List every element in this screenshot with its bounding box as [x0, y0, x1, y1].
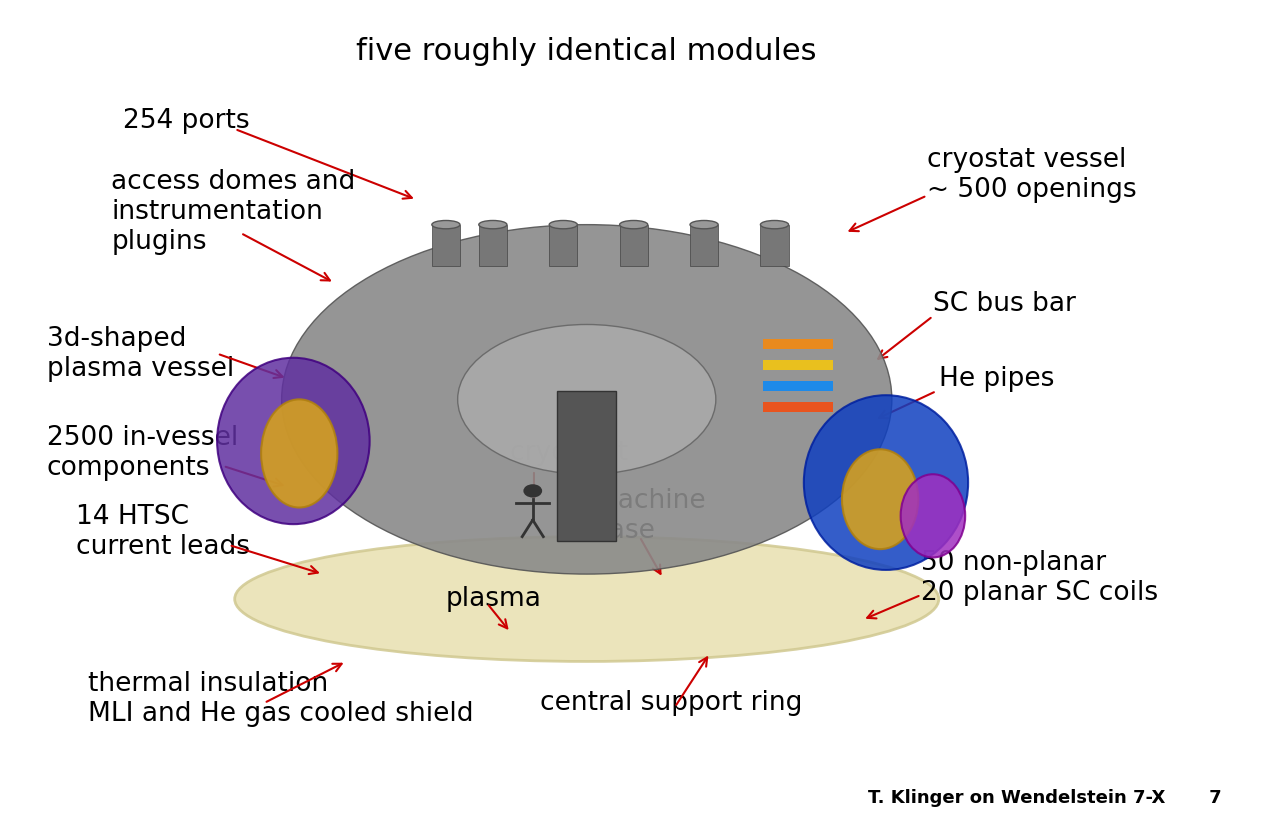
Ellipse shape: [841, 449, 918, 549]
Text: 254 ports: 254 ports: [123, 107, 250, 134]
Bar: [432, 225, 460, 266]
Ellipse shape: [432, 220, 460, 229]
Ellipse shape: [803, 395, 969, 570]
Text: 3d-shaped
plasma vessel: 3d-shaped plasma vessel: [47, 325, 234, 382]
Ellipse shape: [261, 399, 337, 508]
Bar: [760, 225, 788, 266]
Bar: [763, 339, 834, 349]
Text: SC bus bar: SC bus bar: [933, 290, 1075, 317]
Ellipse shape: [235, 537, 939, 661]
Text: access domes and
instrumentation
plugins: access domes and instrumentation plugins: [112, 169, 356, 255]
Text: He pipes: He pipes: [939, 365, 1054, 392]
Ellipse shape: [217, 358, 370, 524]
Ellipse shape: [619, 220, 648, 229]
Ellipse shape: [458, 324, 716, 474]
Bar: [549, 225, 577, 266]
Bar: [479, 225, 507, 266]
Ellipse shape: [549, 220, 577, 229]
Text: cryostat vessel
~ 500 openings: cryostat vessel ~ 500 openings: [927, 146, 1136, 203]
Text: cryo feet: cryo feet: [511, 440, 628, 467]
Text: central support ring: central support ring: [540, 690, 802, 716]
Bar: [619, 225, 648, 266]
Bar: [763, 381, 834, 391]
Text: machine
base: machine base: [592, 488, 707, 544]
Ellipse shape: [479, 220, 507, 229]
Text: plasma: plasma: [446, 586, 541, 612]
Ellipse shape: [901, 474, 965, 557]
Bar: [558, 391, 616, 541]
Text: 2500 in-vessel
components: 2500 in-vessel components: [47, 425, 238, 482]
Ellipse shape: [690, 220, 718, 229]
Circle shape: [524, 484, 543, 498]
Text: 50 non-planar
20 planar SC coils: 50 non-planar 20 planar SC coils: [921, 550, 1158, 607]
Ellipse shape: [760, 220, 788, 229]
Bar: [690, 225, 718, 266]
Text: thermal insulation
MLI and He gas cooled shield: thermal insulation MLI and He gas cooled…: [88, 671, 474, 727]
Ellipse shape: [282, 225, 892, 574]
Bar: [763, 360, 834, 370]
Text: five roughly identical modules: five roughly identical modules: [356, 37, 817, 67]
Text: 14 HTSC
current leads: 14 HTSC current leads: [76, 504, 250, 561]
Bar: [763, 402, 834, 412]
Text: T. Klinger on Wendelstein 7-X       7: T. Klinger on Wendelstein 7-X 7: [868, 789, 1221, 807]
